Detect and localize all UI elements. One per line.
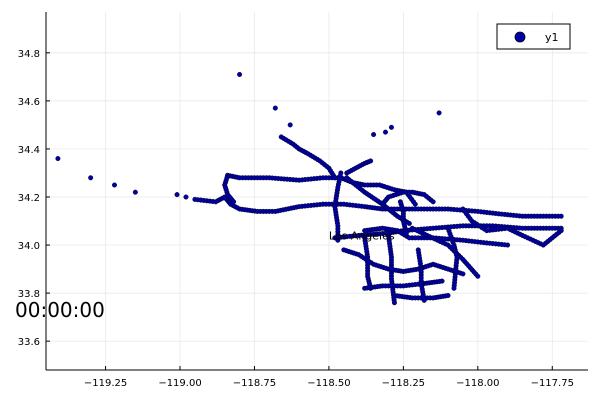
data-point <box>391 300 397 306</box>
x-tick-label: −119.00 <box>158 378 201 389</box>
y-tick-label: 33.6 <box>18 337 40 348</box>
tick-labels: −119.25 −119.00 −118.75 −118.50 −118.25 −118.… <box>18 49 574 389</box>
data-point <box>406 220 412 226</box>
data-point <box>332 175 338 181</box>
axes <box>45 12 588 371</box>
data-point <box>505 242 511 248</box>
data-point <box>460 271 466 277</box>
data-point <box>436 110 442 116</box>
data-point <box>183 194 189 200</box>
x-tick-label: −118.75 <box>233 378 276 389</box>
y-tick-label: 34.2 <box>18 193 40 204</box>
data-point <box>231 199 237 205</box>
data-point <box>174 192 180 198</box>
y-tick-label: 34.8 <box>18 49 40 60</box>
data-point <box>445 293 451 299</box>
annotations: Los Angeles 00:00:00 <box>15 229 395 321</box>
data-point <box>272 105 278 111</box>
data-point <box>430 199 436 205</box>
data-point <box>371 132 377 138</box>
legend-label: y1 <box>545 31 559 44</box>
data-point <box>237 71 243 77</box>
data-point <box>287 122 293 128</box>
legend-marker <box>514 31 526 43</box>
legend: y1 <box>496 23 571 50</box>
time-label: 00:00:00 <box>15 298 105 322</box>
x-tick-label: −119.25 <box>84 378 127 389</box>
data-point <box>55 156 61 162</box>
data-point <box>558 213 564 219</box>
data-point <box>132 189 138 195</box>
data-point <box>88 175 94 181</box>
x-tick-label: −118.00 <box>456 378 499 389</box>
legend-box <box>496 23 571 50</box>
data-point <box>451 285 457 291</box>
y-tick-label: 34.4 <box>18 145 40 156</box>
x-tick-label: −118.50 <box>307 378 350 389</box>
data-point <box>421 297 427 303</box>
data-point <box>412 201 418 207</box>
y-tick-label: 33.8 <box>18 289 40 300</box>
data-point <box>475 273 481 279</box>
data-point <box>368 158 374 164</box>
data-point <box>558 228 564 234</box>
x-tick-label: −118.25 <box>382 378 425 389</box>
y-tick-label: 34.6 <box>18 97 40 108</box>
data-point <box>111 182 117 188</box>
city-label: Los Angeles <box>329 229 395 242</box>
data-point <box>403 230 409 236</box>
data-point <box>388 124 394 130</box>
y-tick-label: 34.0 <box>18 241 40 252</box>
data-point <box>439 278 445 284</box>
x-tick-label: −117.75 <box>531 378 574 389</box>
data-point <box>382 129 388 135</box>
data-points <box>55 71 564 306</box>
